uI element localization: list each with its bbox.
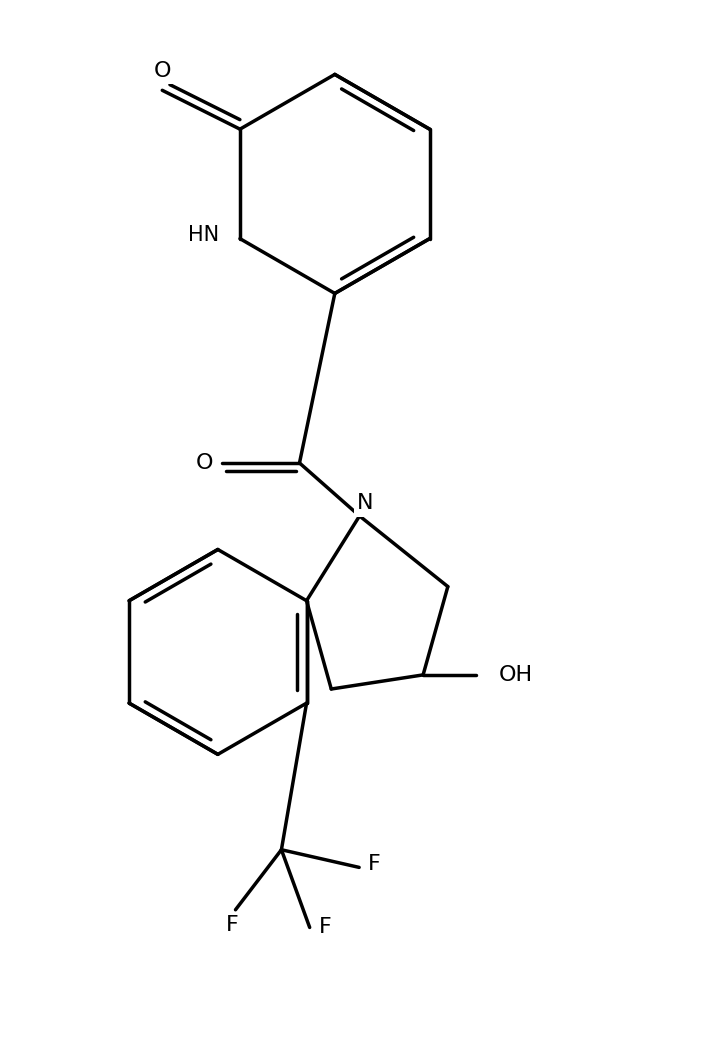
Text: OH: OH xyxy=(498,665,533,685)
Text: F: F xyxy=(368,854,381,873)
Text: F: F xyxy=(319,917,332,937)
Text: F: F xyxy=(226,915,239,935)
Text: O: O xyxy=(195,453,213,473)
Text: O: O xyxy=(154,61,171,81)
Text: HN: HN xyxy=(188,225,219,245)
Text: N: N xyxy=(357,494,373,514)
